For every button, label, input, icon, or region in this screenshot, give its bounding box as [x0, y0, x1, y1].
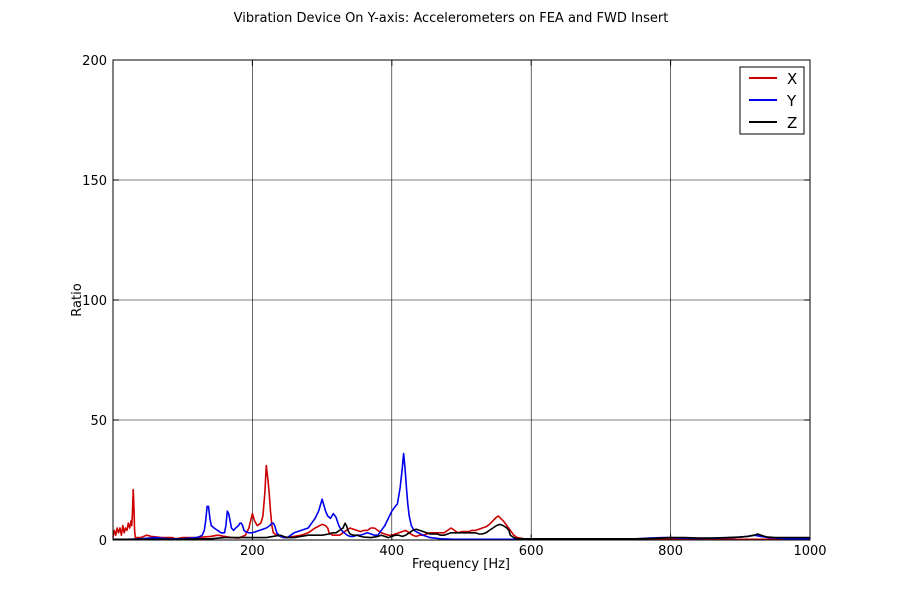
y-tick-label: 0: [99, 534, 107, 549]
series-line-x: [112, 464, 810, 541]
legend-label-z: Z: [787, 114, 797, 132]
x-tick-label: 800: [658, 544, 683, 559]
x-tick-label: 200: [240, 544, 265, 559]
chart-title: Vibration Device On Y-axis: Acceleromete…: [234, 11, 669, 26]
ticks: 200 400 600 800 1000 0 50 100 150 200: [82, 54, 826, 559]
x-tick-label: 1000: [793, 544, 826, 559]
series-line-z: [113, 522, 810, 541]
x-tick-label: 600: [519, 544, 544, 559]
grid: [113, 60, 810, 540]
legend: XYZ: [739, 66, 805, 135]
series-layer: [112, 452, 810, 541]
y-tick-label: 100: [82, 294, 107, 309]
legend-label-y: Y: [786, 92, 797, 110]
y-tick-label: 200: [82, 54, 107, 69]
y-tick-label: 150: [82, 174, 107, 189]
y-tick-label: 50: [90, 414, 107, 429]
series-line-y: [113, 452, 810, 541]
y-axis-label: Ratio: [70, 283, 85, 316]
legend-label-x: X: [787, 70, 797, 88]
x-tick-label: 400: [379, 544, 404, 559]
x-axis-label: Frequency [Hz]: [412, 557, 510, 572]
